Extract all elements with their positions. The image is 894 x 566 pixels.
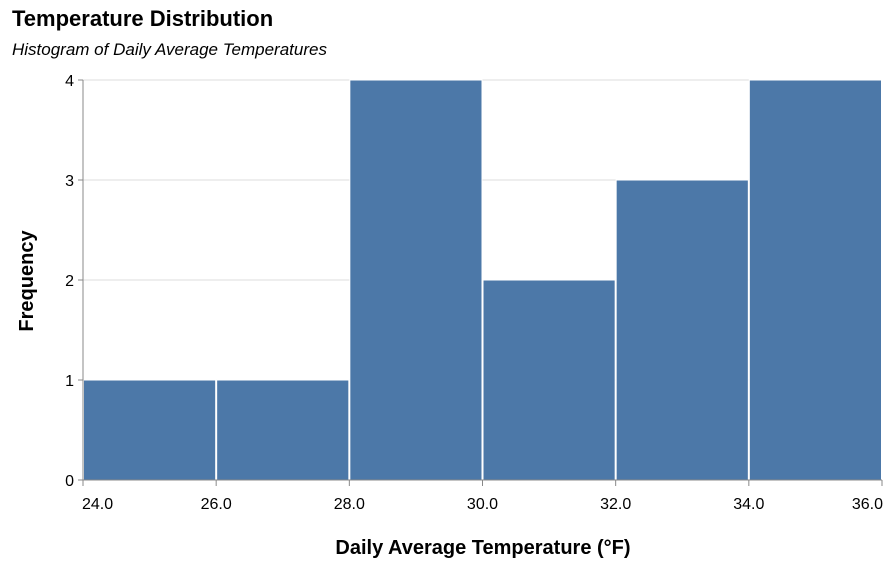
y-tick-label: 4 <box>65 73 74 90</box>
y-tick-label: 3 <box>65 173 74 190</box>
histogram-bar <box>216 379 350 481</box>
axes: 0 1 2 3 4 24.0 26.0 28.0 30.0 32.0 34.0 36.0 <box>65 73 883 513</box>
x-tick-label: 36.0 <box>852 496 883 513</box>
x-tick-label: 28.0 <box>334 496 365 513</box>
chart-subtitle: Histogram of Daily Average Temperatures <box>12 40 327 59</box>
y-tick-label: 0 <box>65 473 74 490</box>
x-tick-label: 32.0 <box>600 496 631 513</box>
histogram-bar <box>349 79 483 481</box>
x-tick-label: 26.0 <box>201 496 232 513</box>
x-axis-title: Daily Average Temperature (°F) <box>335 537 630 559</box>
y-axis-title: Frequency <box>16 230 38 332</box>
histogram-bars <box>83 79 882 481</box>
histogram-bar <box>615 179 749 481</box>
x-tick-label: 30.0 <box>467 496 498 513</box>
x-tick-label: 24.0 <box>82 496 113 513</box>
chart-title: Temperature Distribution <box>12 6 274 31</box>
histogram-bar <box>748 79 882 481</box>
histogram-bar <box>83 379 217 481</box>
y-tick-label: 1 <box>65 373 74 390</box>
histogram-bar <box>482 279 616 481</box>
y-tick-label: 2 <box>65 273 74 290</box>
x-tick-label: 34.0 <box>733 496 764 513</box>
